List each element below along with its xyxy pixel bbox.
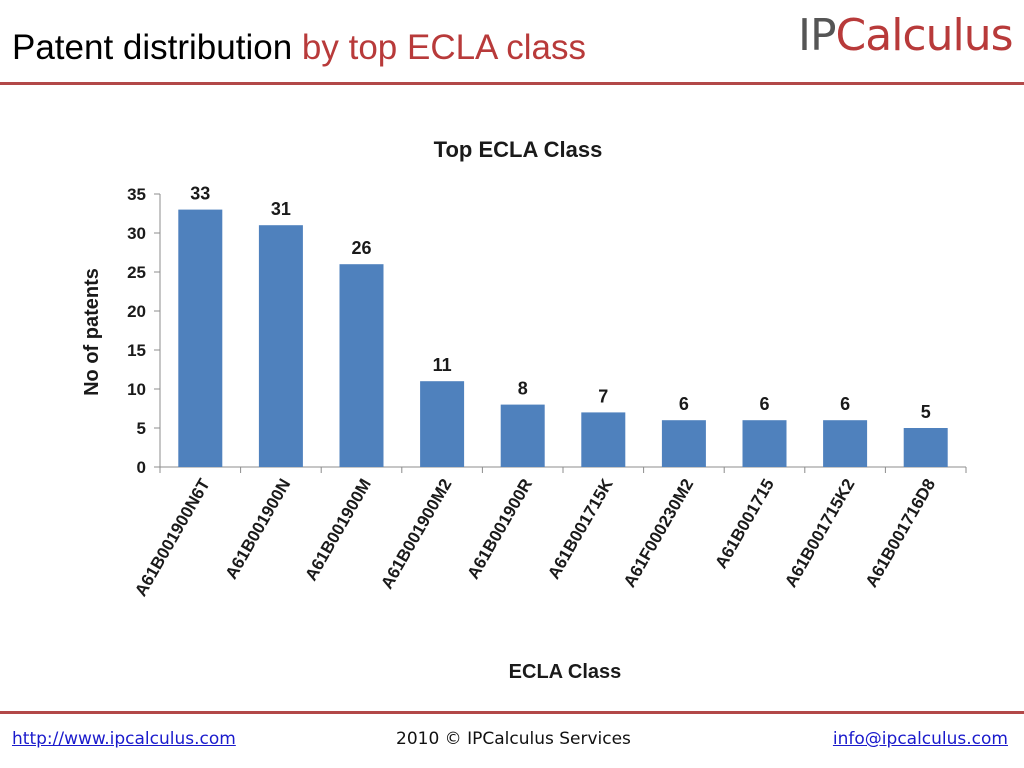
x-tick-label: A61B001715K2 (781, 476, 858, 591)
website-link[interactable]: http://www.ipcalculus.com (12, 729, 236, 749)
data-label: 6 (679, 394, 689, 414)
data-label: 6 (759, 394, 769, 414)
data-label: 11 (433, 355, 452, 375)
y-tick-label: 30 (127, 224, 146, 243)
x-tick-label: A61B001900R (463, 476, 536, 583)
copyright-text: 2010 © IPCalculus Services (396, 729, 631, 749)
y-tick-label: 15 (127, 341, 146, 360)
x-axis-label: ECLA Class (509, 661, 622, 683)
x-tick-label: A61B001900N (222, 476, 295, 583)
bottom-divider (0, 711, 1024, 714)
y-tick-label: 20 (127, 302, 146, 321)
x-tick-label: A61B001715 (711, 476, 778, 572)
chart-plot-area: 0 5 10 15 20 25 30 35 33 A61B001900N6T 31 A61B00190… (127, 184, 967, 600)
bar (339, 264, 384, 467)
x-tick-label: A61B001900N6T (131, 475, 214, 600)
x-tick-label: A61B001900M2 (377, 475, 455, 592)
y-axis-label: No of patents (81, 268, 103, 396)
data-label: 33 (190, 184, 210, 204)
data-label: 8 (518, 379, 528, 399)
bar (661, 420, 706, 467)
x-tick-label: A61B001900M (301, 476, 375, 585)
bar (581, 412, 626, 467)
bar (823, 420, 868, 467)
logo-part-calculus: Calculus (835, 10, 1014, 61)
data-label: 5 (921, 402, 931, 422)
x-tick-label: A61B001715K (544, 475, 617, 583)
bar (258, 225, 303, 467)
data-label: 6 (840, 394, 850, 414)
bar-chart: Top ECLA Class No of patents ECLA Class … (81, 137, 967, 683)
y-tick-label: 25 (127, 263, 146, 282)
top-divider (0, 82, 1024, 85)
data-label: 26 (351, 238, 371, 258)
x-tick-label: A61F000230M2 (620, 476, 697, 591)
slide-title-accent: by top ECLA class (301, 28, 586, 67)
bar (500, 404, 545, 467)
y-tick-label: 10 (127, 380, 146, 399)
email-link[interactable]: info@ipcalculus.com (832, 729, 1008, 749)
slide-title-main: Patent distribution (12, 28, 293, 67)
data-label: 7 (598, 386, 608, 406)
bar (903, 428, 948, 467)
chart-title: Top ECLA Class (434, 137, 603, 162)
slide-title: Patent distribution by top ECLA class (12, 28, 586, 68)
bar (742, 420, 787, 467)
data-label: 31 (271, 199, 291, 219)
y-tick-label: 35 (127, 185, 146, 204)
logo-part-ip: IP (798, 10, 837, 61)
x-tick-label: A61B001716D8 (862, 475, 939, 590)
y-tick-label: 0 (137, 458, 146, 477)
ipcalculus-logo: IPCalculus (798, 10, 1014, 61)
bar (420, 381, 465, 467)
bar (178, 209, 223, 467)
y-tick-label: 5 (137, 419, 146, 438)
